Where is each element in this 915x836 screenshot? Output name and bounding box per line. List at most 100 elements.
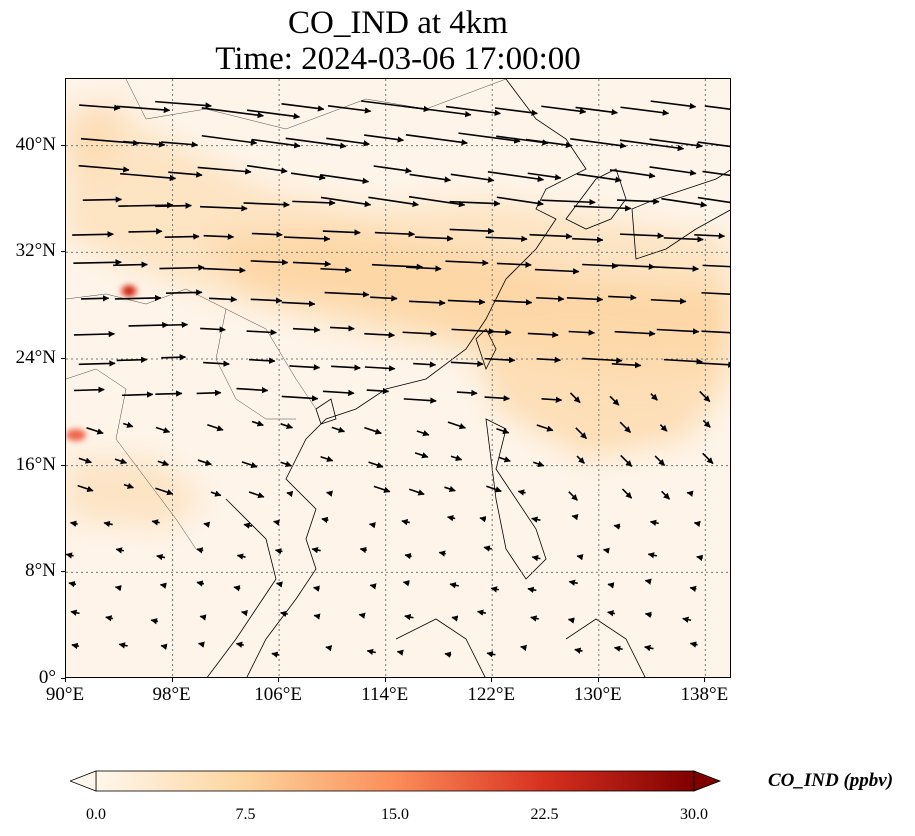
x-tick-label: 114°E xyxy=(361,684,409,705)
wind-vector-arrow xyxy=(69,520,78,527)
x-tick-mark xyxy=(278,678,280,682)
wind-vector-arrow xyxy=(122,391,154,398)
wind-vector-arrow xyxy=(517,489,526,496)
y-tick-label: 40°N xyxy=(15,133,56,155)
wind-vector-arrow xyxy=(541,105,587,115)
wind-vector-arrow xyxy=(155,426,171,434)
wind-vector-arrow xyxy=(607,582,615,589)
wind-vector-arrow xyxy=(494,107,538,116)
wind-vector-arrow xyxy=(536,424,554,432)
wind-vector-arrow xyxy=(210,490,222,497)
wind-vector-arrow xyxy=(157,459,170,466)
wind-vector-arrow xyxy=(649,138,703,149)
wind-vector-arrow xyxy=(168,171,203,178)
wind-vector-arrow xyxy=(396,649,404,656)
wind-vector-arrow xyxy=(311,546,321,554)
wind-vector-arrow xyxy=(371,263,424,270)
y-tick-label: 0° xyxy=(38,667,56,688)
wind-vector-arrow xyxy=(165,289,203,296)
wind-vector-arrow xyxy=(320,196,372,208)
wind-vector-arrow xyxy=(246,329,277,336)
wind-vector-arrow xyxy=(701,291,730,295)
wind-vector-arrow xyxy=(496,261,532,268)
wind-vector-arrow xyxy=(72,231,114,238)
wind-vector-arrow xyxy=(325,645,333,652)
wind-vector-arrow xyxy=(449,227,495,235)
wind-vector-arrow xyxy=(70,609,80,616)
wind-vector-arrow xyxy=(620,454,633,467)
wind-vector-arrow xyxy=(280,460,292,468)
wind-vector-arrow xyxy=(155,202,192,209)
wind-vector-arrow xyxy=(208,296,238,303)
wind-vector-arrow xyxy=(575,106,618,116)
wind-vector-arrow xyxy=(401,518,410,526)
wind-vector-arrow xyxy=(697,361,730,368)
wind-vector-arrow xyxy=(613,263,656,270)
wind-vector-arrow xyxy=(650,297,687,305)
wind-vector-arrow xyxy=(123,421,134,428)
wind-vector-arrow xyxy=(613,523,621,530)
wind-vector-arrow xyxy=(246,109,301,120)
wind-vector-arrow xyxy=(243,201,290,208)
wind-vector-arrow xyxy=(116,105,171,114)
y-tick-mark xyxy=(61,464,65,466)
wind-vector-arrow xyxy=(155,487,174,496)
wind-vector-arrow xyxy=(324,291,370,298)
wind-vector-arrow xyxy=(373,485,391,493)
wind-vector-arrow xyxy=(414,452,429,459)
wind-vector-arrow xyxy=(531,555,541,562)
wind-vector-arrow xyxy=(203,360,230,367)
wind-vector-arrow xyxy=(404,552,412,560)
wind-vector-arrow xyxy=(650,393,658,401)
y-tick-label: 8°N xyxy=(25,560,56,582)
wind-vector-arrow xyxy=(576,554,584,561)
wind-vector-arrow xyxy=(326,137,370,147)
wind-vector-arrow xyxy=(364,331,396,339)
wind-vector-arrow xyxy=(619,139,685,152)
wind-vector-arrow xyxy=(79,104,121,111)
wind-vector-arrow xyxy=(374,230,416,238)
wind-vector-arrow xyxy=(280,422,294,429)
wind-vector-arrow xyxy=(520,644,528,652)
wind-vector-arrow xyxy=(73,330,116,338)
wind-vector-arrow xyxy=(702,452,714,465)
wind-vector-arrow xyxy=(292,199,336,207)
wind-vector-arrow xyxy=(289,364,321,371)
wind-vector-arrow xyxy=(533,460,545,467)
y-tick-label: 24°N xyxy=(15,347,56,368)
wind-vector-arrow xyxy=(373,165,412,174)
y-tick-mark xyxy=(61,571,65,573)
wind-vector-arrow xyxy=(649,519,659,526)
wind-vector-arrow xyxy=(582,357,623,364)
wind-vector-arrow xyxy=(403,397,437,404)
wind-vector-arrow xyxy=(644,644,654,652)
wind-vector-arrow xyxy=(241,461,258,469)
x-tick-label: 138°E xyxy=(680,684,729,705)
wind-vector-arrow xyxy=(329,325,355,332)
y-tick-label: 32°N xyxy=(15,240,56,262)
wind-vector-arrow xyxy=(275,581,283,588)
wind-vector-arrow xyxy=(496,427,510,435)
wind-vector-arrow xyxy=(66,552,74,559)
wind-vector-arrow xyxy=(68,580,77,588)
wind-vector-arrow xyxy=(654,455,666,466)
wind-vector-arrow xyxy=(248,491,265,499)
wind-vector-arrow xyxy=(614,330,656,337)
wind-vector-arrow xyxy=(408,195,466,208)
wind-vector-arrow xyxy=(274,548,283,555)
wind-vector-arrow xyxy=(322,229,361,236)
wind-vector-arrow xyxy=(689,641,698,648)
wind-vector-arrow xyxy=(74,386,105,393)
wind-vector-arrow xyxy=(702,264,730,268)
y-tick-mark xyxy=(61,251,65,253)
wind-vector-arrow xyxy=(534,268,580,275)
wind-vector-arrow xyxy=(409,173,452,183)
wind-vector-arrow xyxy=(661,197,708,208)
wind-vector-arrow xyxy=(123,482,134,489)
wind-vector-arrow xyxy=(697,141,730,148)
wind-vector-arrow xyxy=(686,490,694,497)
wind-vector-arrow xyxy=(487,171,545,183)
wind-vector-arrow xyxy=(103,520,113,528)
wind-vector-arrow xyxy=(320,266,352,274)
wind-vector-arrow xyxy=(370,295,398,302)
